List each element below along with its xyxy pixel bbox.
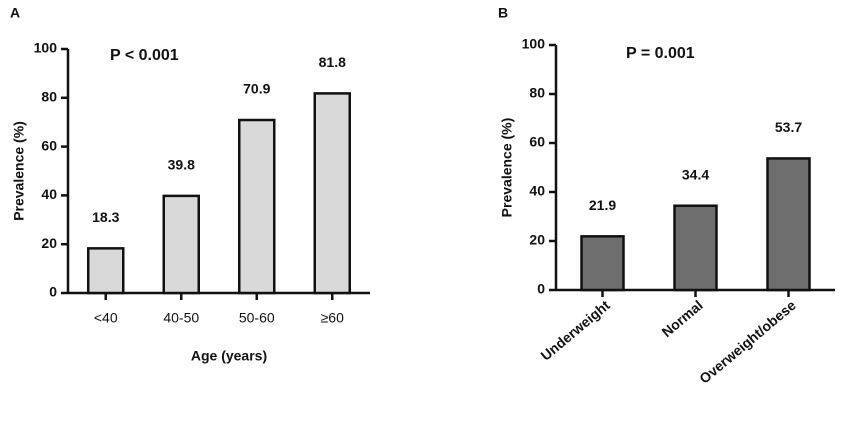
bar xyxy=(164,196,199,293)
y-tick-label: 0 xyxy=(49,284,57,300)
value-label: 53.7 xyxy=(775,119,802,135)
y-tick-label: 20 xyxy=(41,235,57,251)
y-tick-label: 60 xyxy=(41,137,57,153)
panel-label: B xyxy=(498,5,508,21)
x-tick-label: ≥60 xyxy=(321,310,344,326)
y-axis-label: Prevalence (%) xyxy=(499,118,515,218)
x-tick-label: Normal xyxy=(659,297,706,340)
bar xyxy=(768,158,810,290)
x-tick-label: Underweight xyxy=(538,297,613,364)
value-label: 81.8 xyxy=(319,54,346,70)
y-tick-label: 40 xyxy=(529,183,545,199)
value-label: 18.3 xyxy=(92,209,119,225)
x-tick-label: 40-50 xyxy=(163,310,199,326)
value-label: 21.9 xyxy=(589,197,616,213)
y-tick-label: 100 xyxy=(522,36,546,52)
y-tick-label: 0 xyxy=(537,281,545,297)
x-tick-label: 50-60 xyxy=(239,310,275,326)
y-tick-label: 60 xyxy=(529,134,545,150)
bar xyxy=(315,93,350,293)
y-tick-label: 80 xyxy=(41,89,57,105)
bar xyxy=(239,120,274,293)
y-tick-label: 40 xyxy=(41,186,57,202)
annotation: P < 0.001 xyxy=(110,47,179,64)
y-axis-label: Prevalence (%) xyxy=(11,121,27,221)
value-label: 39.8 xyxy=(168,157,195,173)
y-tick-label: 20 xyxy=(529,232,545,248)
panel-label: A xyxy=(10,5,20,21)
value-label: 70.9 xyxy=(243,81,270,97)
annotation: P = 0.001 xyxy=(626,45,695,62)
y-tick-label: 80 xyxy=(529,85,545,101)
bar xyxy=(675,206,717,290)
x-tick-label: Overweight/obese xyxy=(696,297,799,387)
x-axis-label: Age (years) xyxy=(191,348,267,364)
value-label: 34.4 xyxy=(682,166,709,182)
x-tick-label: <40 xyxy=(94,310,118,326)
y-tick-label: 100 xyxy=(34,40,58,56)
figure: A P < 0.001 Prevalence (%) 0 20 40 60 80 100 18.3… xyxy=(0,0,843,429)
bar xyxy=(582,236,624,290)
bar xyxy=(88,248,123,293)
